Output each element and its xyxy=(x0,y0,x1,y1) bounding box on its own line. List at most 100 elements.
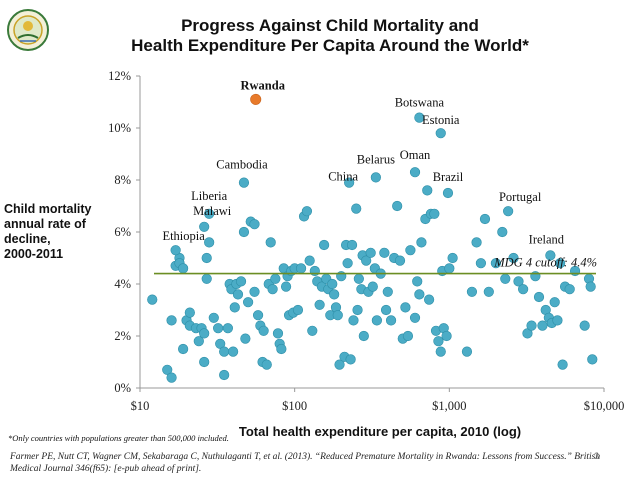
data-point xyxy=(345,354,356,365)
data-point xyxy=(240,333,251,344)
data-point xyxy=(466,286,478,297)
data-point xyxy=(301,206,313,217)
title-line-2: Health Expenditure Per Capita Around the… xyxy=(131,36,529,55)
data-point xyxy=(545,250,556,261)
data-point xyxy=(447,252,458,264)
country-label: Cambodia xyxy=(216,158,268,172)
data-point xyxy=(222,323,233,334)
country-label: Oman xyxy=(400,148,431,162)
data-point xyxy=(358,330,369,342)
y-axis-label: Child mortality annual rate of decline, … xyxy=(4,202,114,262)
data-point xyxy=(394,255,406,266)
data-point xyxy=(304,255,315,266)
data-point xyxy=(229,302,240,313)
data-point xyxy=(199,356,210,368)
data-point xyxy=(270,273,281,284)
data-point xyxy=(441,330,452,342)
data-point xyxy=(184,307,195,318)
data-point xyxy=(490,258,501,269)
country-label: Botswana xyxy=(395,96,445,110)
data-point xyxy=(461,346,473,357)
data-point xyxy=(249,219,260,230)
data-point xyxy=(361,255,372,266)
x-tick-label: $100 xyxy=(282,399,307,413)
data-point xyxy=(204,208,215,219)
data-point xyxy=(409,312,421,323)
country-label: Liberia xyxy=(191,189,228,203)
data-point xyxy=(435,346,446,357)
data-point xyxy=(178,263,189,274)
data-point xyxy=(587,354,598,365)
data-point xyxy=(199,328,210,339)
country-label: Brazil xyxy=(433,170,464,184)
data-point xyxy=(367,281,378,292)
data-point xyxy=(238,226,250,238)
citation: Farmer PE, Nutt CT, Wagner CM, Sekabarag… xyxy=(10,452,601,474)
country-label: Ireland xyxy=(529,232,565,246)
data-point xyxy=(219,346,230,357)
data-point xyxy=(193,336,204,347)
country-label: Estonia xyxy=(422,113,460,127)
data-point xyxy=(435,128,446,139)
y-tick-label: 0% xyxy=(114,381,131,395)
data-point xyxy=(402,330,414,342)
data-point xyxy=(424,294,435,305)
rwanda-seal-logo xyxy=(6,8,50,57)
data-point xyxy=(327,278,338,290)
data-point xyxy=(513,276,524,287)
data-point xyxy=(422,185,433,196)
data-point xyxy=(307,325,318,336)
y-axis-label-line: 2000-2011 xyxy=(4,247,64,261)
data-point xyxy=(412,276,423,287)
data-point xyxy=(533,291,545,303)
data-point xyxy=(370,172,381,183)
data-point xyxy=(178,343,189,355)
data-point xyxy=(166,315,177,326)
data-point xyxy=(162,364,173,375)
data-point xyxy=(549,297,560,308)
data-point xyxy=(353,273,364,284)
data-point xyxy=(329,289,340,300)
data-point xyxy=(518,284,529,295)
data-point xyxy=(379,247,390,258)
data-point xyxy=(552,315,563,326)
data-point xyxy=(265,237,276,248)
data-point xyxy=(280,281,292,292)
data-point xyxy=(557,359,568,370)
data-point xyxy=(344,177,355,188)
chart-title: Progress Against Child Mortality and Hea… xyxy=(110,16,550,56)
y-axis-label-line: Child mortality xyxy=(4,202,92,216)
data-point xyxy=(267,284,278,295)
data-point xyxy=(526,320,537,331)
data-point xyxy=(400,302,411,313)
data-point xyxy=(348,315,359,326)
data-point xyxy=(201,273,212,284)
data-point xyxy=(342,258,353,269)
country-label: Belarus xyxy=(357,152,395,166)
data-point xyxy=(444,263,455,274)
data-point xyxy=(579,320,590,331)
country-label: Portugal xyxy=(499,190,542,204)
data-point xyxy=(479,213,491,225)
data-point xyxy=(213,323,224,334)
data-point xyxy=(319,239,330,251)
data-point xyxy=(503,206,514,217)
data-point xyxy=(471,237,482,248)
data-point xyxy=(442,187,454,199)
mdg4-cutoff-label: MDG 4 cutoff: 4.4% xyxy=(493,256,597,270)
y-tick-label: 12% xyxy=(108,69,131,83)
y-tick-label: 2% xyxy=(114,329,131,343)
data-point xyxy=(334,359,345,370)
data-point xyxy=(249,286,260,297)
y-tick-label: 8% xyxy=(114,173,131,187)
data-point xyxy=(475,258,487,269)
data-point xyxy=(414,289,425,300)
data-point xyxy=(371,315,382,326)
country-label: China xyxy=(328,170,358,184)
data-point xyxy=(219,369,230,381)
data-point xyxy=(147,294,158,305)
x-axis-label: Total health expenditure per capita, 201… xyxy=(238,424,522,439)
data-point xyxy=(365,247,376,258)
data-point xyxy=(585,281,596,292)
